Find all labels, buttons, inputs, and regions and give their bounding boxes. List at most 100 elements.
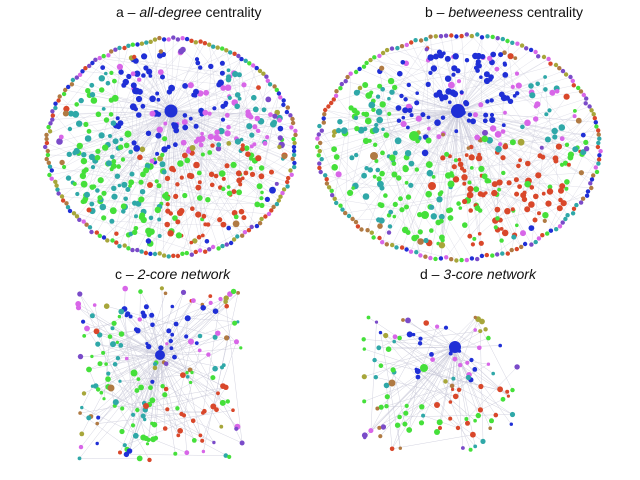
network-node [331,164,339,171]
network-node [447,215,454,221]
network-edge [377,96,442,222]
network-node [205,197,211,203]
network-node [392,214,397,219]
network-node [374,159,379,163]
network-node [452,53,459,60]
network-node [118,69,124,75]
network-node [489,125,497,132]
network-edge [84,110,172,172]
network-node [65,205,71,210]
network-edge [137,330,197,344]
network-node [519,43,525,48]
network-edge [405,346,456,414]
network-node [380,240,385,245]
network-node [565,213,570,218]
network-node [126,43,131,48]
network-node [467,185,474,193]
network-node [406,82,411,88]
large-node [420,364,428,372]
network-edge [97,190,168,199]
network-node [208,300,213,305]
network-node [181,119,188,126]
network-node [514,191,520,197]
network-node [506,394,510,398]
network-node [477,152,481,157]
network-node [559,183,566,190]
network-node [323,107,328,113]
network-node [81,319,86,324]
network-node [47,164,53,169]
network-edge [334,198,402,210]
network-edge [115,401,150,461]
network-edge [378,346,456,349]
network-node [373,142,378,147]
network-node [99,87,105,93]
panel-d-title: d – 3-core network [420,266,536,282]
network-edge [454,346,494,374]
network-edge [457,110,506,147]
network-node [443,33,449,38]
network-node [502,50,507,55]
network-node [466,146,471,150]
network-node [161,169,167,175]
network-node [489,418,494,424]
network-panel-d [361,315,520,452]
network-node [97,55,102,61]
network-node [445,172,452,179]
network-node [105,238,110,243]
network-node [583,139,589,145]
network-node [118,379,122,383]
network-node [212,308,219,315]
network-node [82,334,87,338]
network-node [87,225,93,230]
network-node [95,441,99,446]
network-node [165,208,171,214]
network-node [545,231,550,236]
network-node [143,435,149,441]
network-node [451,376,456,381]
network-node [335,127,342,134]
network-node [392,84,398,91]
network-node [49,176,54,181]
network-edge [81,407,144,438]
network-edge [344,110,459,131]
network-node [123,142,130,149]
network-node [89,313,95,319]
network-node [470,118,476,125]
network-node [212,106,217,111]
network-node [175,232,182,239]
network-node [478,383,484,390]
network-node [404,42,409,48]
network-node [462,168,467,173]
network-node [292,140,297,146]
network-node [231,210,238,216]
network-edge [170,110,291,171]
network-node [414,368,421,375]
network-edge [154,354,161,425]
network-node [60,198,66,203]
network-panel-a [43,35,298,259]
network-node [398,196,403,202]
network-edge [430,110,459,259]
network-node [95,188,100,193]
network-node [182,192,188,199]
network-node [129,171,135,177]
network-node [486,335,491,341]
network-node [533,193,539,200]
network-node [49,168,54,173]
network-node [420,112,426,118]
network-edge [79,110,172,147]
network-node [361,432,368,439]
network-edge [207,164,234,225]
network-edge [426,322,456,348]
network-node [137,77,142,82]
network-node [362,82,369,88]
network-node [95,148,101,154]
network-node [114,231,119,236]
network-node [101,235,107,240]
network-edge [457,110,593,180]
network-node [114,173,121,179]
network-node [56,138,63,145]
network-node [194,57,200,62]
network-node [160,384,165,389]
